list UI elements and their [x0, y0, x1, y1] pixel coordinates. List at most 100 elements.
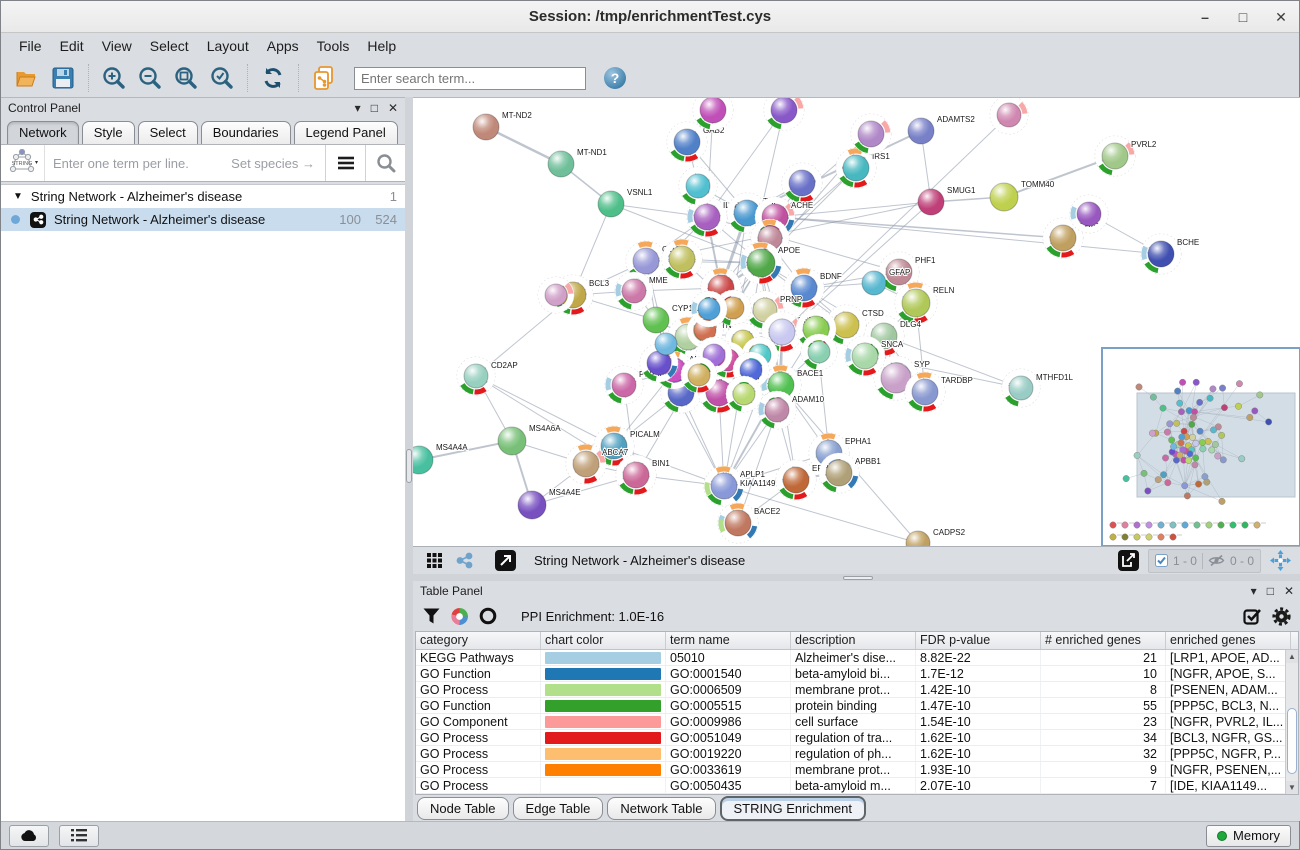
tab-select[interactable]: Select: [137, 121, 198, 144]
network-node-mthfd1l[interactable]: MTHFD1L: [1001, 368, 1074, 408]
network-node-bche[interactable]: BCHE: [1140, 233, 1200, 275]
menu-item-select[interactable]: Select: [149, 38, 189, 54]
task-history-button[interactable]: [59, 824, 99, 847]
network-node[interactable]: [763, 98, 805, 131]
string-logo-icon[interactable]: STRING: [1, 145, 45, 181]
tab-boundaries[interactable]: Boundaries: [200, 121, 291, 144]
panel-menu-icon[interactable]: ▾: [354, 101, 361, 115]
network-node[interactable]: [692, 98, 734, 131]
string-search-icon[interactable]: [365, 145, 405, 181]
panel-float-icon[interactable]: □: [370, 101, 378, 115]
network-node[interactable]: [1069, 194, 1109, 234]
network-node[interactable]: [781, 162, 823, 204]
memory-button[interactable]: Memory: [1206, 824, 1291, 847]
tab-string-enrichment[interactable]: STRING Enrichment: [719, 795, 866, 821]
network-node-ms4a4e[interactable]: MS4A4E: [517, 487, 582, 520]
open-in-string-icon[interactable]: [493, 549, 517, 573]
open-session-icon[interactable]: [12, 63, 42, 93]
network-node-smug1[interactable]: SMUG1: [917, 185, 977, 216]
table-row[interactable]: GO Component GO:0009986 cell surface 1.54E-…: [416, 714, 1285, 730]
tab-network[interactable]: Network: [7, 121, 79, 144]
network-node-bin1[interactable]: BIN1: [615, 454, 671, 496]
column-header-description[interactable]: description: [791, 632, 916, 649]
network-node[interactable]: [850, 113, 892, 155]
network-node-ms4a6a[interactable]: MS4A6A: [497, 423, 562, 456]
select-columns-icon[interactable]: [1243, 607, 1262, 626]
network-node-mme[interactable]: MME: [614, 271, 669, 311]
table-panel-float-icon[interactable]: □: [1266, 584, 1274, 598]
grid-view-icon[interactable]: [422, 549, 446, 573]
tab-node-table[interactable]: Node Table: [417, 796, 509, 820]
table-row[interactable]: GO Process GO:0006509 membrane prot... 1.42…: [416, 682, 1285, 698]
network-node-mt-nd2[interactable]: MT-ND2: [472, 110, 533, 141]
table-scrollbar[interactable]: ▲ ▼: [1285, 650, 1298, 794]
scroll-down-icon[interactable]: ▼: [1286, 781, 1298, 794]
network-row[interactable]: String Network - Alzheimer's disease 100…: [1, 208, 405, 231]
network-node-adam10[interactable]: ADAM10: [757, 390, 826, 430]
save-session-icon[interactable]: [48, 63, 78, 93]
network-node[interactable]: [690, 290, 728, 328]
network-node[interactable]: [725, 375, 763, 413]
network-node[interactable]: [537, 276, 575, 314]
network-node-picalm[interactable]: PICALM: [593, 425, 661, 467]
table-row[interactable]: GO Process GO:0019220 regulation of ph... 1…: [416, 746, 1285, 762]
network-node[interactable]: [654, 332, 678, 356]
string-options-icon[interactable]: [325, 145, 365, 181]
network-node-irs1[interactable]: IRS1: [835, 147, 891, 189]
network-node[interactable]: [800, 333, 838, 371]
network-node[interactable]: [680, 356, 718, 394]
network-node-syp[interactable]: SYP: [873, 355, 931, 401]
splitter-handle[interactable]: [406, 449, 412, 483]
hidden-nodes-icon[interactable]: [1208, 554, 1225, 567]
network-node-vsnl1[interactable]: VSNL1: [597, 187, 654, 218]
table-row[interactable]: GO Process GO:0050435 beta-amyloid m... 2.0…: [416, 778, 1285, 794]
network-node-cd2ap[interactable]: CD2AP: [456, 356, 519, 396]
ring-chart-icon[interactable]: [479, 607, 497, 625]
network-node[interactable]: [732, 351, 770, 389]
search-input[interactable]: [354, 66, 586, 90]
network-node-pvrl2[interactable]: PVRL2: [1094, 135, 1158, 177]
scroll-thumb[interactable]: [1287, 708, 1297, 774]
tab-network-table[interactable]: Network Table: [607, 796, 716, 820]
column-header-enriched-genes[interactable]: enriched genes: [1166, 632, 1291, 649]
birds-eye-navigator[interactable]: [1101, 347, 1300, 546]
menu-item-tools[interactable]: Tools: [316, 38, 350, 54]
tab-legend-panel[interactable]: Legend Panel: [293, 121, 398, 144]
network-node-apoe[interactable]: APOE: [739, 241, 801, 285]
network-node-ms4a4a[interactable]: MS4A4A: [413, 442, 469, 475]
tab-style[interactable]: Style: [81, 121, 135, 144]
network-node-tardbp[interactable]: TARDBP: [904, 371, 974, 413]
maximize-button[interactable]: □: [1238, 9, 1248, 25]
table-row[interactable]: GO Function GO:0001540 beta-amyloid bi... 1…: [416, 666, 1285, 682]
network-node-apbb1[interactable]: APBB1: [818, 452, 882, 494]
network-node[interactable]: [661, 238, 703, 280]
automation-status-button[interactable]: [9, 824, 49, 847]
help-icon[interactable]: ?: [600, 63, 630, 93]
vertical-splitter[interactable]: [405, 97, 413, 821]
filter-icon[interactable]: [423, 608, 440, 624]
column-header-category[interactable]: category: [416, 632, 541, 649]
network-node[interactable]: [989, 98, 1029, 135]
network-node-ppp5c[interactable]: PPP5C: [604, 365, 666, 405]
network-node-cyp19a1[interactable]: CYP19A1: [642, 303, 709, 334]
refresh-icon[interactable]: [258, 63, 288, 93]
menu-item-layout[interactable]: Layout: [206, 38, 249, 54]
network-node-reln[interactable]: RELN: [894, 281, 956, 325]
network-node-adamts2[interactable]: ADAMTS2: [907, 114, 976, 145]
hsplitter-handle[interactable]: [843, 576, 873, 580]
copy-network-icon[interactable]: [309, 63, 339, 93]
zoom-selected-icon[interactable]: [207, 63, 237, 93]
table-row[interactable]: GO Process GO:0051049 regulation of tra...…: [416, 730, 1285, 746]
network-node-abca7[interactable]: ABCA7: [565, 443, 630, 485]
column-header-enriched-genes[interactable]: # enriched genes: [1041, 632, 1166, 649]
menu-item-apps[interactable]: Apps: [266, 38, 299, 54]
network-node-bdnf[interactable]: BDNF: [783, 267, 843, 309]
table-row[interactable]: GO Process GO:0033619 membrane prot... 1.93…: [416, 762, 1285, 778]
column-header-chart-color[interactable]: chart color: [541, 632, 666, 649]
column-header-term-name[interactable]: term name: [666, 632, 791, 649]
network-node-cadps2[interactable]: CADPS2: [905, 527, 967, 546]
column-header-fdr-p-value[interactable]: FDR p-value: [916, 632, 1041, 649]
tree-collapse-icon[interactable]: ▼: [13, 191, 23, 202]
table-panel-close-icon[interactable]: ✕: [1283, 584, 1294, 598]
